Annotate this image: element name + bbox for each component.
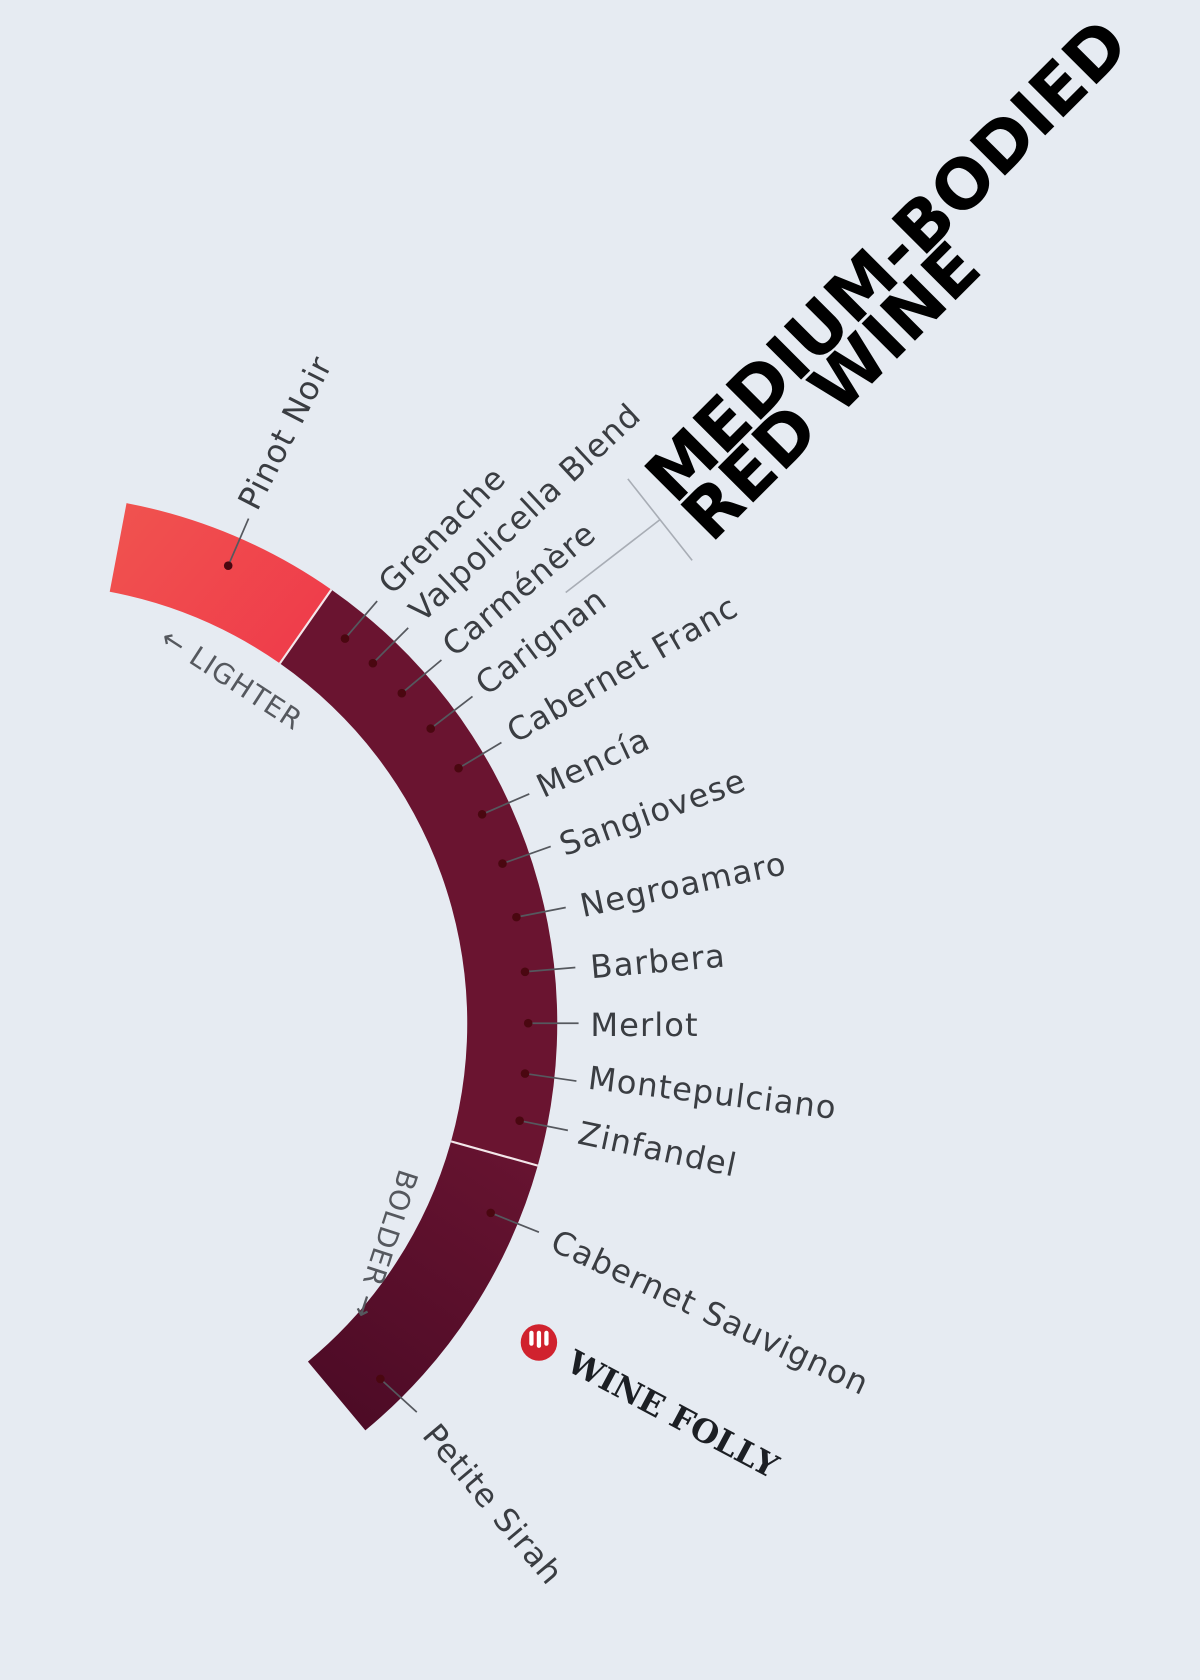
brand-name: WINE FOLLY bbox=[560, 1342, 785, 1486]
wine-label: Montepulciano bbox=[586, 1059, 839, 1127]
segment-divider-2 bbox=[450, 1140, 539, 1167]
wine-dots bbox=[223, 561, 533, 1384]
wine-label: Petite Sirah bbox=[415, 1416, 571, 1592]
wine-label: Zinfandel bbox=[575, 1114, 741, 1185]
bold-segment bbox=[307, 1141, 538, 1431]
leader-lines bbox=[227, 518, 579, 1413]
wine-label: Merlot bbox=[590, 1006, 698, 1044]
title-bracket bbox=[565, 478, 693, 594]
wine-bottles-icon bbox=[520, 1324, 558, 1361]
title-line-1: MEDIUM-BODIED bbox=[630, 4, 1144, 518]
light-segment bbox=[109, 503, 332, 664]
medium-segment bbox=[279, 589, 558, 1166]
wine-label: Barbera bbox=[589, 937, 727, 987]
segment-divider-1 bbox=[278, 588, 333, 665]
wine-label: Cabernet Franc bbox=[500, 588, 744, 751]
wine-label: Negroamaro bbox=[577, 844, 790, 925]
wine-label: Pinot Noir bbox=[230, 350, 340, 516]
